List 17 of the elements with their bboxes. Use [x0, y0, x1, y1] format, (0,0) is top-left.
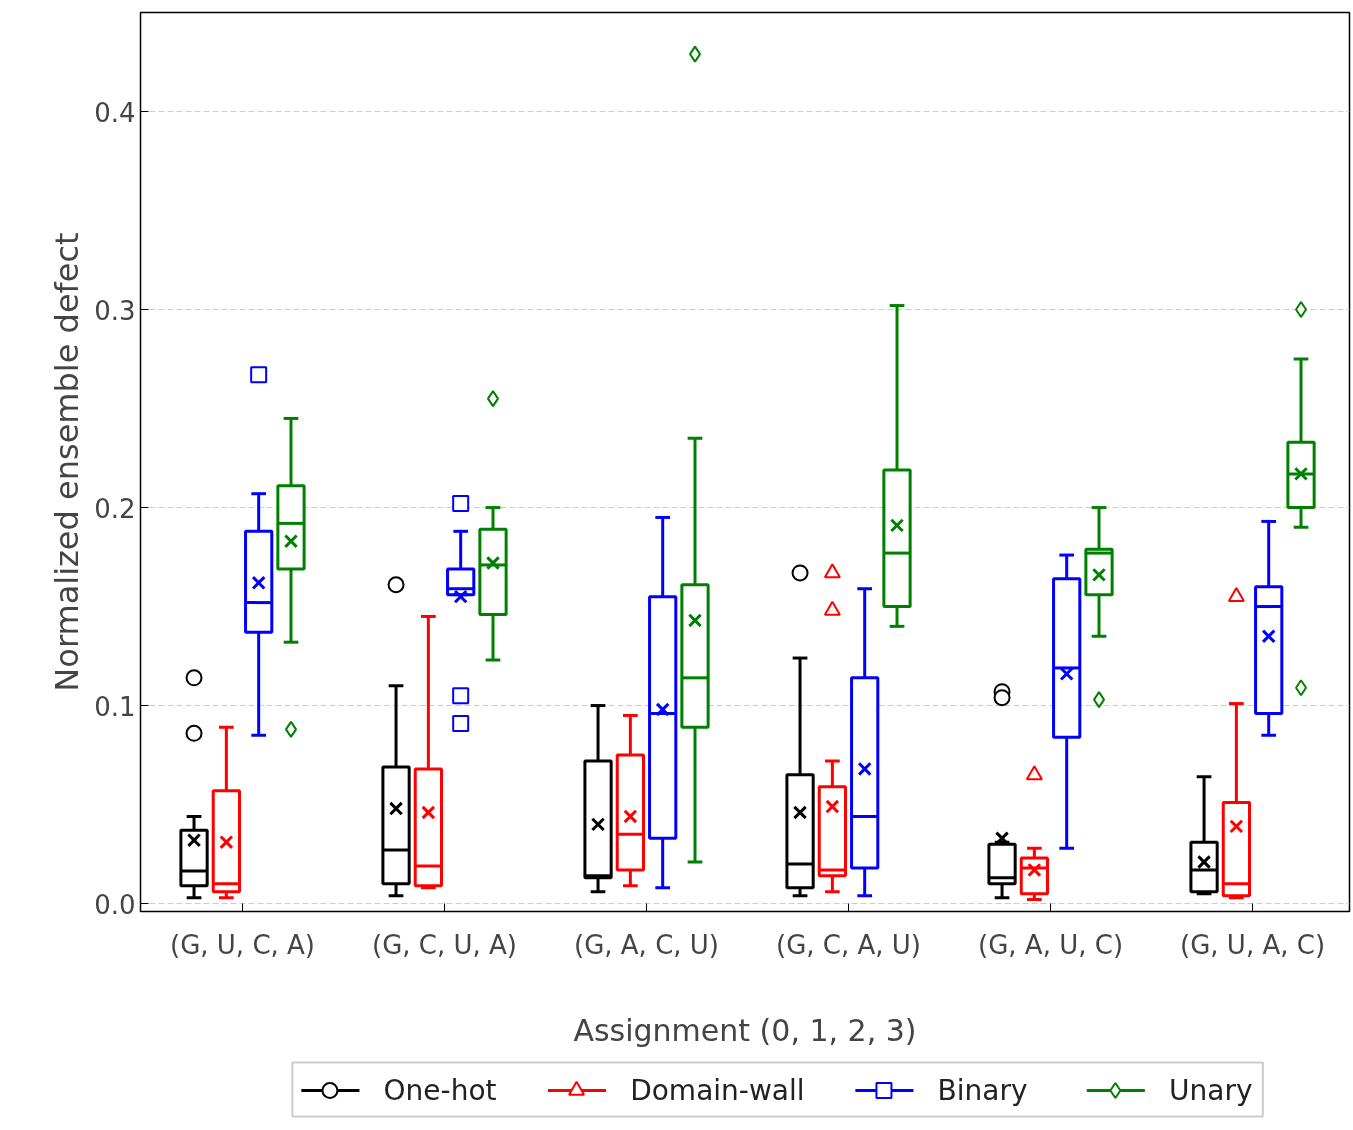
x-tick-label: (G, A, U, C)	[978, 929, 1124, 960]
legend-label: One-hot	[383, 1074, 497, 1107]
y-tick-label: 0.3	[94, 295, 136, 326]
x-tick-label: (G, C, U, A)	[372, 929, 518, 960]
y-tick-label: 0.1	[94, 691, 136, 722]
y-tick-label: 0.2	[94, 493, 136, 524]
legend-label: Unary	[1169, 1074, 1253, 1107]
x-tick-label: (G, U, C, A)	[170, 929, 316, 960]
legend-label: Domain-wall	[630, 1074, 805, 1107]
x-axis-title: Assignment (0, 1, 2, 3)	[573, 1012, 917, 1048]
legend-label: Binary	[937, 1074, 1028, 1107]
x-tick-label: (G, U, A, C)	[1180, 929, 1326, 960]
y-tick-label: 0.4	[94, 97, 136, 128]
x-tick-label: (G, C, A, U)	[776, 929, 922, 960]
x-tick-label: (G, A, C, U)	[574, 929, 720, 960]
y-tick-label: 0.0	[94, 889, 136, 920]
y-axis-title: Normalized ensemble defect	[48, 232, 87, 692]
